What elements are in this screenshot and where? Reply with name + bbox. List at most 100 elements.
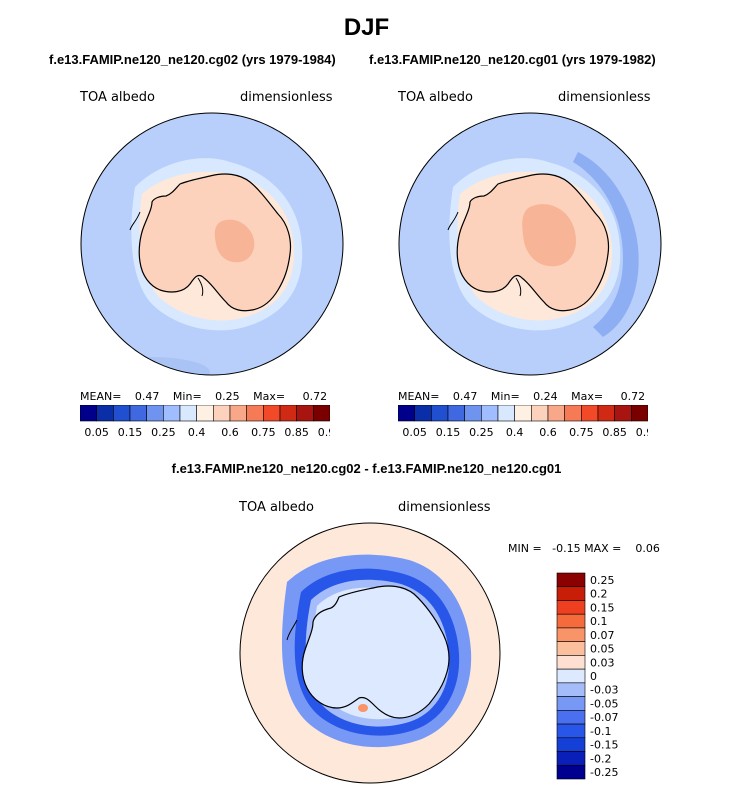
colorbar-tick-label: 0.05 [590, 643, 615, 656]
panel-2-colorbar: 0.05 0.15 0.25 0.4 0.6 0.75 0.85 0.95 [397, 404, 660, 441]
colorbar-swatch [464, 404, 482, 422]
colorbar-swatch [213, 404, 231, 422]
colorbar-tick-label: 0.75 [251, 426, 275, 439]
antarctica-landmass [301, 585, 450, 719]
colorbar-swatch [556, 737, 586, 752]
east-antarctic-plateau [522, 204, 576, 267]
colorbar-tick-label: 0.25 [151, 426, 176, 439]
colorbar-swatch [279, 404, 297, 422]
colorbar-swatch [581, 404, 599, 422]
antarctica-landmass [138, 173, 292, 312]
map-panel-1 [80, 112, 344, 376]
colorbar-swatch [556, 751, 586, 766]
colorbar-swatch [447, 404, 465, 422]
colorbar-swatch [431, 404, 449, 422]
colorbar-tick-label: 0.03 [590, 656, 615, 669]
colorbar-swatch [481, 404, 499, 422]
panel-2-subtitle: f.e13.FAMIP.ne120_ne120.cg01 (yrs 1979-1… [369, 52, 656, 67]
panel-1-subtitle: f.e13.FAMIP.ne120_ne120.cg02 (yrs 1979-1… [49, 52, 336, 67]
colorbar-tick-label: 0.15 [118, 426, 143, 439]
colorbar-swatch [556, 641, 586, 656]
colorbar-tick-label: 0.95 [636, 426, 648, 439]
colorbar-swatch [556, 682, 586, 697]
colorbar-tick-label: 0.85 [284, 426, 309, 439]
positive-spot [358, 704, 368, 712]
mean-label: MEAN= [398, 390, 440, 403]
figure-title: DJF [343, 14, 390, 41]
panel-2-stats: MEAN= 0.47 Min= 0.24 Max= 0.72 [398, 390, 645, 403]
colorbar-swatch [296, 404, 314, 422]
max-value: 0.72 [620, 390, 646, 403]
east-antarctic-plateau [214, 219, 255, 263]
peninsula-coast [129, 211, 141, 231]
colorbar-tick-label: 0.6 [539, 426, 557, 439]
colorbar-swatch [556, 764, 586, 780]
diff-minmax: MIN = -0.15 MAX = 0.06 [508, 542, 660, 555]
colorbar-swatch [113, 404, 131, 422]
mean-label: MEAN= [80, 390, 122, 403]
colorbar-tick-label: -0.15 [590, 739, 618, 752]
panel-2-units-label: dimensionless [558, 90, 651, 105]
colorbar-swatch [179, 404, 197, 422]
colorbar-tick-label: 0.4 [506, 426, 524, 439]
colorbar-tick-label: 0.05 [84, 426, 109, 439]
panel-1-stats: MEAN= 0.47 Min= 0.25 Max= 0.72 [80, 390, 327, 403]
colorbar-swatch [556, 723, 586, 739]
panel-2-variable-label: TOA albedo [398, 90, 474, 105]
peninsula-coast [447, 211, 459, 231]
max-label: Max= [253, 390, 286, 403]
map-border [80, 112, 344, 376]
colorbar-tick-label: 0.6 [221, 426, 239, 439]
panel-1-units-label: dimensionless [240, 90, 333, 105]
colorbar-swatch [556, 668, 586, 684]
colorbar-swatch [414, 404, 432, 422]
mean-value: 0.47 [134, 390, 160, 403]
colorbar-tick-label: -0.07 [590, 711, 618, 724]
colorbar-swatch [547, 404, 565, 422]
colorbar-tick-label: 0.25 [590, 574, 615, 587]
min-label: Min= [172, 390, 202, 403]
colorbar-tick-label: 0.15 [436, 426, 461, 439]
map-border [239, 522, 501, 784]
panel-1-variable-label: TOA albedo [80, 90, 156, 105]
colorbar-swatch [556, 600, 586, 615]
colorbar-swatch [129, 404, 147, 422]
colorbar-swatch [246, 404, 264, 422]
map-border [398, 112, 662, 376]
peninsula-coast [286, 619, 298, 641]
colorbar-swatch [631, 404, 649, 422]
colorbar-swatch [597, 404, 615, 422]
colorbar-tick-label: 0.75 [569, 426, 594, 439]
colorbar-swatch [556, 627, 586, 642]
colorbar-swatch [556, 655, 586, 670]
colorbar-tick-label: 0 [590, 670, 597, 683]
min-value: 0.25 [215, 390, 240, 403]
colorbar-swatch [556, 572, 586, 588]
colorbar-swatch [556, 613, 586, 629]
diff-subtitle: f.e13.FAMIP.ne120_ne120.cg02 - f.e13.FAM… [171, 461, 562, 476]
colorbar-swatch [313, 404, 331, 422]
min-value: 0.24 [533, 390, 558, 403]
colorbar-swatch [229, 404, 247, 422]
ocean-low-albedo-streak [573, 152, 639, 337]
max-label: Max= [571, 390, 604, 403]
colorbar-swatch [96, 404, 114, 422]
colorbar-tick-label: -0.05 [590, 697, 618, 710]
map-panel-2 [398, 112, 662, 376]
max-value: 0.72 [302, 390, 328, 403]
colorbar-swatch [564, 404, 582, 422]
panel-1-colorbar: 0.05 0.15 0.25 0.4 0.6 0.75 0.85 0.95 [79, 404, 342, 441]
colorbar-swatch [263, 404, 281, 422]
colorbar-swatch [79, 404, 97, 422]
diff-variable-label: TOA albedo [239, 500, 315, 515]
diff-colorbar: 0.25 0.2 0.15 0.1 0.07 0.05 0.03 0 -0.03 -0.05 -0.… [556, 572, 646, 780]
mean-value: 0.47 [452, 390, 478, 403]
colorbar-swatch [614, 404, 632, 422]
colorbar-tick-label: 0.95 [318, 426, 330, 439]
map-panel-diff [239, 522, 501, 784]
colorbar-tick-label: 0.15 [590, 601, 615, 614]
colorbar-tick-label: 0.4 [188, 426, 206, 439]
colorbar-tick-label: -0.25 [590, 766, 618, 779]
colorbar-tick-label: 0.07 [590, 629, 615, 642]
colorbar-tick-label: 0.1 [590, 615, 608, 628]
